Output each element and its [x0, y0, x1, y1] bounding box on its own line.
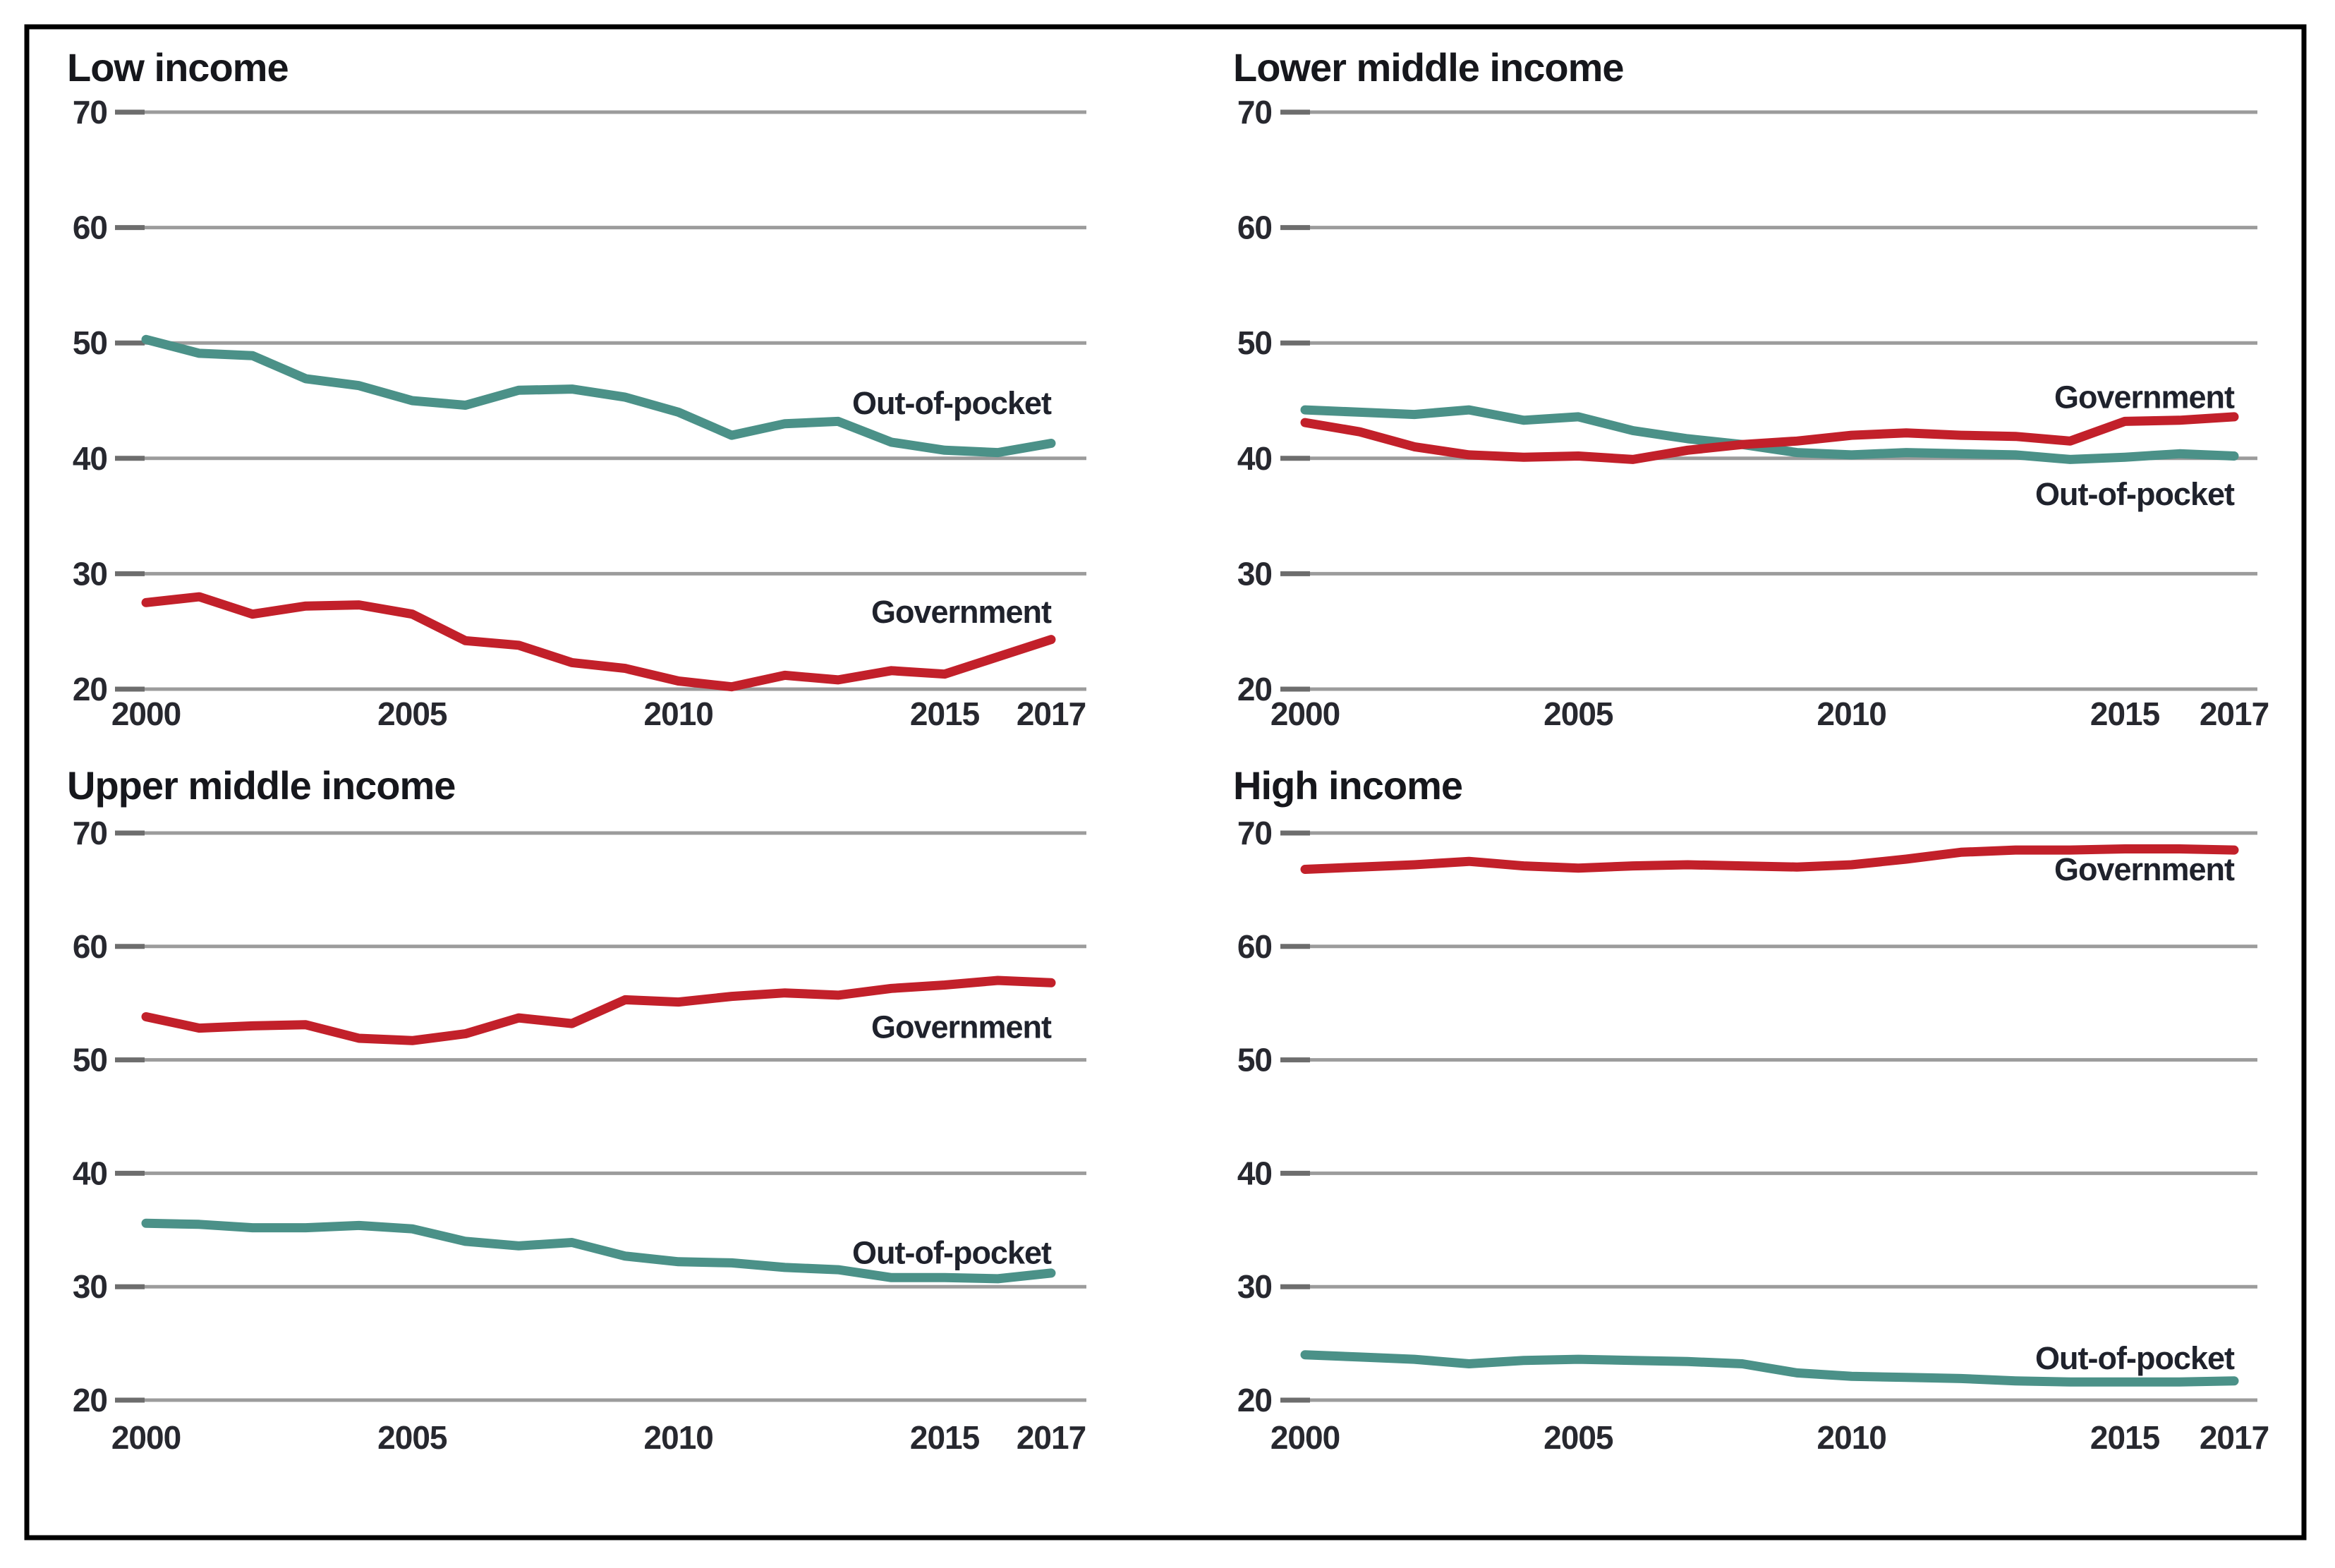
x-tick-label-2005: 2005	[1543, 695, 1613, 732]
series-label-out-of-pocket: Out-of-pocket	[852, 385, 1052, 421]
y-tick-label-70: 70	[73, 815, 107, 851]
x-tick-label-2017: 2017	[2200, 695, 2269, 732]
y-tick-label-40: 40	[1237, 1155, 1272, 1191]
x-tick-label-2015: 2015	[2090, 695, 2160, 732]
x-tick-label-2010: 2010	[644, 1419, 713, 1456]
line-government	[141, 976, 1056, 1045]
x-tick-label-2017: 2017	[1017, 1419, 1086, 1456]
x-tick-label-2005: 2005	[377, 695, 447, 732]
y-tick-label-20: 20	[73, 671, 107, 707]
x-tick-label-2000: 2000	[111, 1419, 181, 1456]
chart-title-low-income: Low income	[67, 45, 289, 90]
y-tick-label-30: 30	[1237, 555, 1272, 592]
line-government	[141, 592, 1056, 692]
x-tick-label-2015: 2015	[910, 1419, 980, 1456]
series-label-out-of-pocket: Out-of-pocket	[2035, 1340, 2235, 1376]
x-tick-label-2000: 2000	[1270, 1419, 1340, 1456]
x-tick-label-2017: 2017	[1017, 695, 1086, 732]
chart-title-upper-middle-income: Upper middle income	[67, 763, 455, 808]
x-tick-label-2010: 2010	[1817, 695, 1886, 732]
y-tick-label-50: 50	[73, 324, 107, 361]
y-tick-label-30: 30	[73, 555, 107, 592]
x-tick-label-2005: 2005	[377, 1419, 447, 1456]
y-tick-label-70: 70	[1237, 815, 1272, 851]
y-tick-label-20: 20	[73, 1382, 107, 1418]
x-tick-label-2015: 2015	[910, 695, 980, 732]
y-tick-label-40: 40	[73, 440, 107, 477]
series-label-government: Government	[871, 594, 1052, 630]
series-label-government: Government	[2054, 851, 2235, 887]
y-tick-label-60: 60	[73, 928, 107, 965]
x-tick-label-2005: 2005	[1543, 1419, 1613, 1456]
line-government	[1300, 844, 2239, 874]
x-tick-label-2010: 2010	[1817, 1419, 1886, 1456]
x-tick-label-2017: 2017	[2200, 1419, 2269, 1456]
y-tick-label-50: 50	[1237, 1042, 1272, 1078]
y-tick-label-20: 20	[1237, 1382, 1272, 1418]
line-out-of-pocket	[141, 1218, 1056, 1284]
line-government	[1300, 412, 2239, 464]
series-label-government: Government	[2054, 379, 2235, 415]
y-tick-label-30: 30	[73, 1268, 107, 1305]
x-tick-label-2010: 2010	[644, 695, 713, 732]
x-tick-label-2000: 2000	[1270, 695, 1340, 732]
line-out-of-pocket	[1300, 1350, 2239, 1387]
series-label-government: Government	[871, 1009, 1052, 1045]
y-tick-label-60: 60	[1237, 928, 1272, 965]
y-tick-label-70: 70	[73, 94, 107, 130]
y-tick-label-70: 70	[1237, 94, 1272, 130]
figure-border	[24, 24, 2307, 1540]
line-out-of-pocket	[1300, 405, 2239, 464]
line-out-of-pocket	[141, 334, 1056, 458]
y-tick-label-60: 60	[1237, 209, 1272, 246]
x-tick-label-2015: 2015	[2090, 1419, 2160, 1456]
y-tick-label-50: 50	[1237, 324, 1272, 361]
y-tick-label-60: 60	[73, 209, 107, 246]
y-tick-label-40: 40	[73, 1155, 107, 1191]
series-label-out-of-pocket: Out-of-pocket	[852, 1234, 1052, 1270]
y-tick-label-40: 40	[1237, 440, 1272, 477]
y-tick-label-50: 50	[73, 1042, 107, 1078]
chart-title-lower-middle-income: Lower middle income	[1233, 45, 1624, 90]
series-label-out-of-pocket: Out-of-pocket	[2035, 476, 2235, 512]
y-tick-label-30: 30	[1237, 1268, 1272, 1305]
chart-title-high-income: High income	[1233, 763, 1462, 808]
x-tick-label-2000: 2000	[111, 695, 181, 732]
y-tick-label-20: 20	[1237, 671, 1272, 707]
